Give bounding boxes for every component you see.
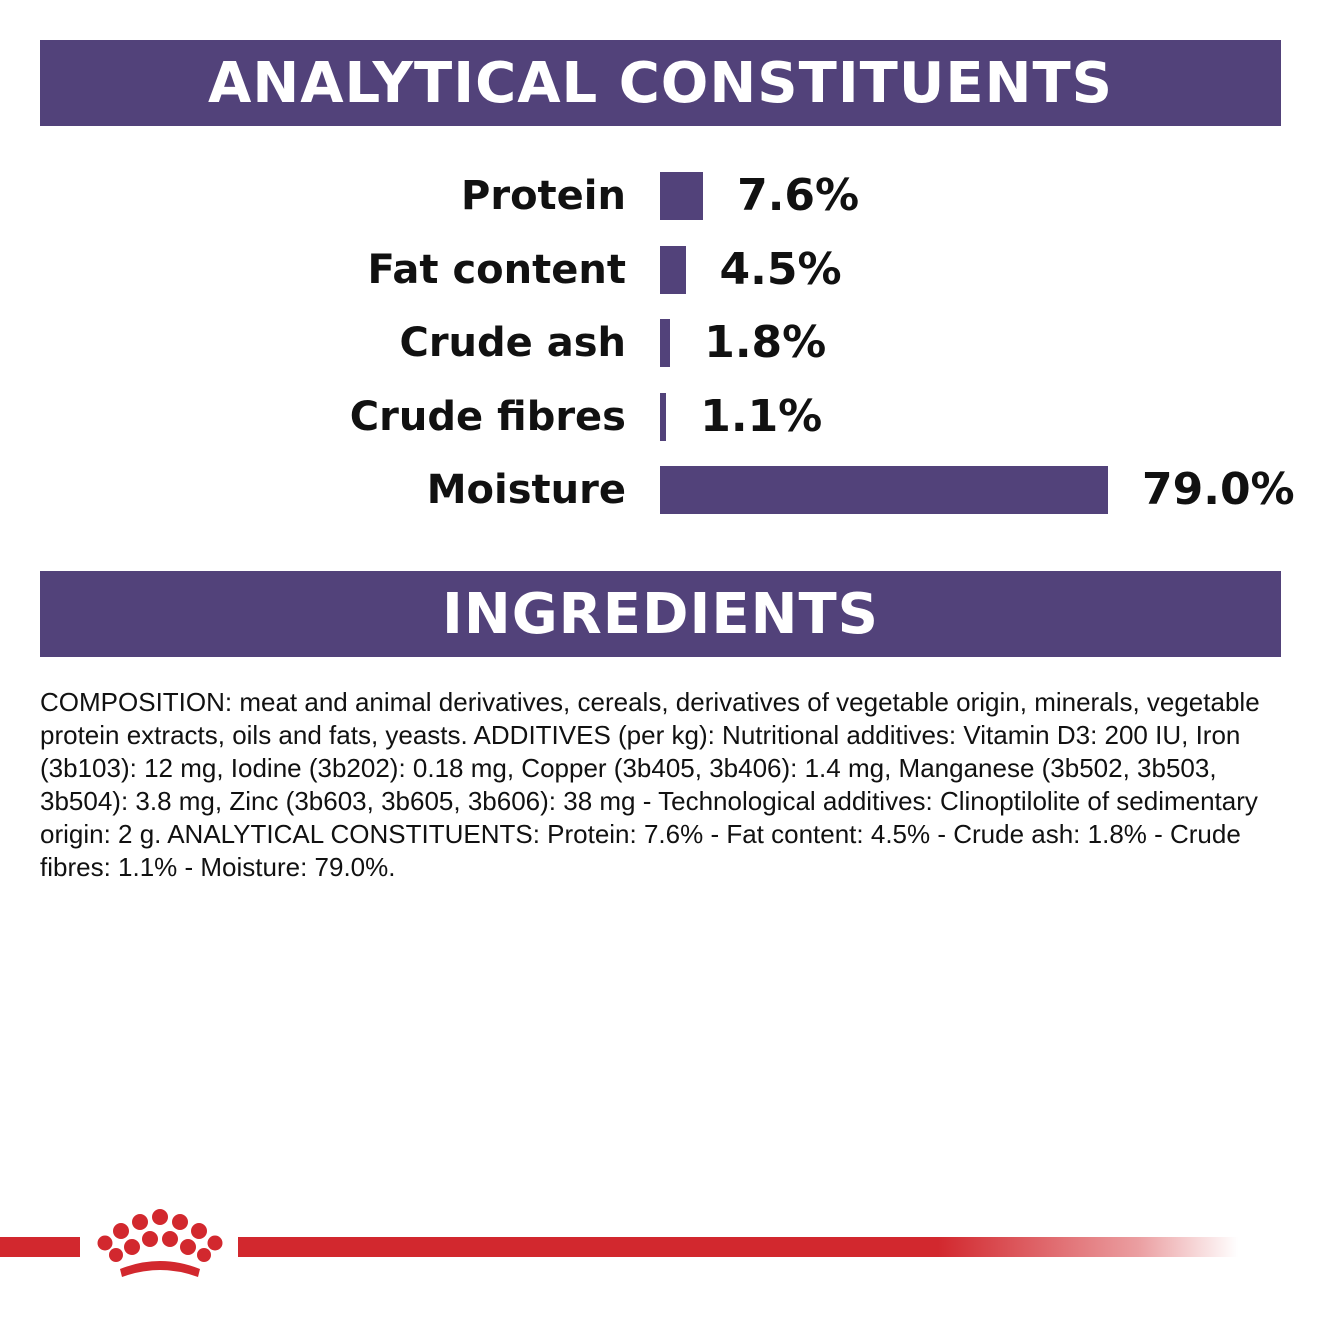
ingredients-title: INGREDIENTS [441,581,879,647]
ingredients-header: INGREDIENTS [40,571,1281,657]
bar-label-crude-fibres: Crude fibres [349,393,626,440]
analytical-constituents-chart: Protein 7.6% Fat content 4.5% Crude ash 1.8% C… [0,150,1320,540]
bar-protein [660,172,704,220]
bar-fat-content [660,245,686,294]
bar-label-crude-ash: Crude ash [399,320,626,366]
composition-text: COMPOSITION: meat and animal derivatives… [40,687,1260,882]
footer-red-line-right [238,1237,1238,1257]
bar-value-protein: 7.6% [737,170,860,221]
bar-value-crude-ash: 1.8% [704,317,827,368]
bar-value-fat-content: 4.5% [719,243,842,295]
bar-crude-ash [660,319,671,367]
bar-crude-fibres [660,392,667,441]
bar-value-moisture: 79.0% [1142,464,1295,515]
footer-red-line-left [0,1237,80,1257]
bar-label-moisture: Moisture [426,467,626,513]
analytical-constituents-title: ANALYTICAL CONSTITUENTS [208,50,1113,116]
bar-label-fat-content: Fat content [367,246,626,293]
crown-icon [97,1209,223,1277]
bar-label-protein: Protein [461,173,626,219]
bar-value-crude-fibres: 1.1% [700,390,823,442]
analytical-constituents-header: ANALYTICAL CONSTITUENTS [40,40,1281,126]
bar-moisture [660,466,1108,514]
